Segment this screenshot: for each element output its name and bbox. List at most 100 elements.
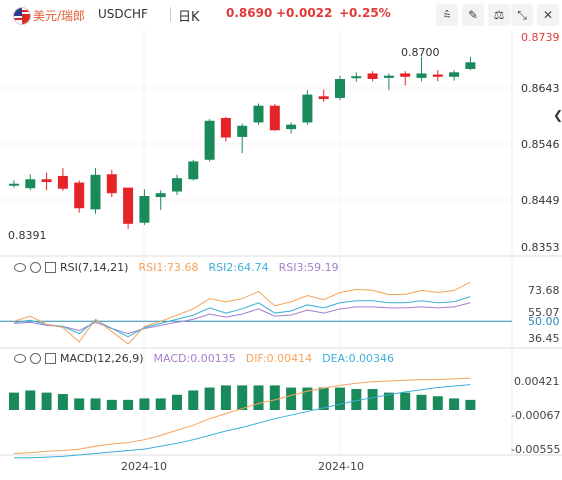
date-label: 2024-10: [121, 460, 167, 473]
candle-body: [318, 96, 329, 100]
price-tick: 0.8449: [521, 194, 560, 207]
settings-icon[interactable]: [30, 353, 41, 364]
rsi-tick-mid: 50.00: [528, 315, 560, 328]
candle-body: [25, 179, 36, 189]
macd-tick: -0.00555: [511, 443, 561, 456]
price-change: +0.0022: [276, 6, 333, 20]
price-change-pct: +0.25%: [339, 6, 391, 20]
candle-body: [253, 105, 264, 123]
chart-style-icon: ⩯: [443, 7, 451, 22]
macd-bar: [318, 387, 329, 410]
chart-style-button[interactable]: ⩯: [436, 4, 458, 26]
macd-bar: [432, 396, 443, 410]
rsi-tick: 55.07: [528, 306, 560, 319]
symbol-label: USDCHF: [98, 7, 148, 21]
macd-bar: [90, 398, 101, 410]
current-price: 0.8690: [226, 6, 273, 20]
macd-bar: [172, 394, 182, 410]
macd-bar: [400, 392, 411, 410]
macd-bar: [220, 385, 231, 410]
dea-value: DEA:0.00346: [322, 352, 395, 365]
candle-body: [269, 105, 280, 131]
candle-body: [383, 75, 394, 78]
macd-bar: [465, 399, 476, 410]
drawing-tool-icon: ✎: [467, 8, 479, 22]
candle-body: [155, 193, 166, 198]
collapse-icon[interactable]: [45, 353, 56, 364]
macd-bar: [139, 398, 150, 410]
macd-bar: [74, 398, 85, 410]
chart-header: 美元/瑞郎 USDCHF 日K 0.8690 +0.0022 +0.25% ⩯ …: [0, 0, 562, 30]
collapse-icon[interactable]: [45, 262, 56, 273]
fullscreen-button[interactable]: ⤡: [511, 4, 533, 26]
pair-name[interactable]: 美元/瑞郎: [33, 9, 86, 23]
eye-icon[interactable]: [14, 263, 26, 272]
dif-line: [13, 377, 471, 454]
macd-bar: [269, 385, 280, 410]
macd-bar: [155, 398, 166, 410]
macd-bar: [237, 385, 248, 410]
eye-icon[interactable]: [14, 354, 26, 363]
dea-line: [14, 384, 471, 459]
high-annotation: 0.8700: [401, 46, 440, 59]
rsi-header: RSI(7,14,21) RSI1:73.68 RSI2:64.74 RSI3:…: [14, 261, 339, 274]
candle-body: [172, 178, 182, 192]
period-selector[interactable]: 日K: [178, 10, 200, 25]
price-tick: 0.8546: [521, 138, 560, 151]
candle-body: [351, 76, 362, 79]
macd-bar: [351, 389, 362, 410]
candle-body: [139, 195, 150, 223]
rsi-tick: 36.45: [528, 332, 560, 345]
rsi2-value: RSI2:64.74: [208, 261, 269, 274]
macd-bar: [123, 399, 134, 410]
price-tick: 0.8353: [521, 241, 560, 254]
macd-bar: [416, 394, 427, 410]
close-button[interactable]: ✕: [537, 4, 559, 26]
macd-bar: [367, 389, 378, 410]
candle-body: [57, 175, 68, 189]
price-tick: 0.8643: [521, 82, 560, 95]
candle-body: [400, 73, 411, 77]
rsi3-line: [13, 302, 471, 335]
macd-value: MACD:0.00135: [153, 352, 236, 365]
macd-bar: [25, 390, 36, 410]
macd-tick: -0.00067: [511, 409, 561, 422]
candle-body: [367, 73, 378, 80]
candle-body: [220, 117, 231, 138]
macd-bar: [383, 392, 394, 410]
macd-bar: [204, 387, 215, 410]
macd-bar: [57, 394, 68, 410]
rsi-tick: 73.68: [528, 284, 560, 297]
macd-bar: [41, 392, 52, 410]
candle-body: [188, 161, 199, 180]
low-annotation: 0.8391: [8, 229, 47, 242]
close-icon: ✕: [542, 8, 554, 22]
indicator-button[interactable]: ⚖: [488, 4, 510, 26]
macd-bar: [302, 387, 313, 410]
dif-value: DIF:0.00414: [245, 352, 313, 365]
settings-icon[interactable]: [30, 262, 41, 273]
rsi1-line: [13, 281, 471, 345]
candle-body: [335, 79, 345, 98]
collapse-arrow-icon[interactable]: ❮: [553, 108, 562, 122]
rsi-title: RSI(7,14,21): [60, 261, 129, 274]
fullscreen-icon: ⤡: [517, 7, 527, 22]
macd-tick: 0.00421: [514, 375, 560, 388]
candle-body: [449, 72, 460, 77]
macd-header: MACD(12,26,9) MACD:0.00135 DIF:0.00414 D…: [14, 352, 394, 365]
macd-bar: [9, 392, 19, 410]
drawing-tool-button[interactable]: ✎: [462, 4, 484, 26]
macd-bar: [253, 385, 264, 410]
candle-body: [123, 187, 134, 224]
candle-body: [90, 174, 101, 210]
candle-body: [9, 183, 19, 186]
candle-body: [204, 120, 215, 160]
candle-body: [74, 182, 85, 209]
us-flag-icon: [13, 7, 31, 25]
rsi3-value: RSI3:59.19: [278, 261, 339, 274]
candle-body: [237, 125, 248, 137]
rsi2-line: [13, 296, 471, 338]
macd-title: MACD(12,26,9): [60, 352, 144, 365]
macd-bar: [335, 387, 345, 410]
